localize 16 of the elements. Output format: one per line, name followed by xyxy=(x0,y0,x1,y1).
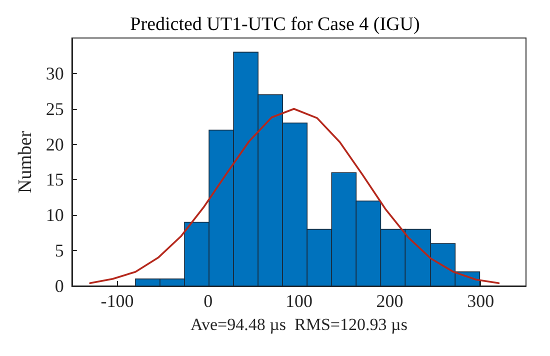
y-tick-label: 15 xyxy=(46,170,64,190)
x-tick-label: 100 xyxy=(285,291,312,311)
y-tick-label: 10 xyxy=(46,205,64,226)
y-tick-label: 30 xyxy=(46,63,64,84)
y-tick-label: 20 xyxy=(46,134,64,154)
x-tick-label: 300 xyxy=(467,291,494,311)
y-tick-label: 25 xyxy=(46,98,64,119)
x-axis-title: Ave=94.48 µs RMS=120.93 µs xyxy=(190,315,408,334)
line-series xyxy=(89,108,500,284)
x-tick-label: -100 xyxy=(100,291,134,311)
y-axis-title: Number xyxy=(15,130,36,194)
y-tick-label: 5 xyxy=(54,240,64,261)
x-tick-label: 200 xyxy=(376,291,404,311)
y-tick-label: 0 xyxy=(54,276,64,296)
x-tick-label: 0 xyxy=(204,291,213,311)
chart-title: Predicted UT1-UTC for Case 4 (IGU) xyxy=(130,14,420,35)
